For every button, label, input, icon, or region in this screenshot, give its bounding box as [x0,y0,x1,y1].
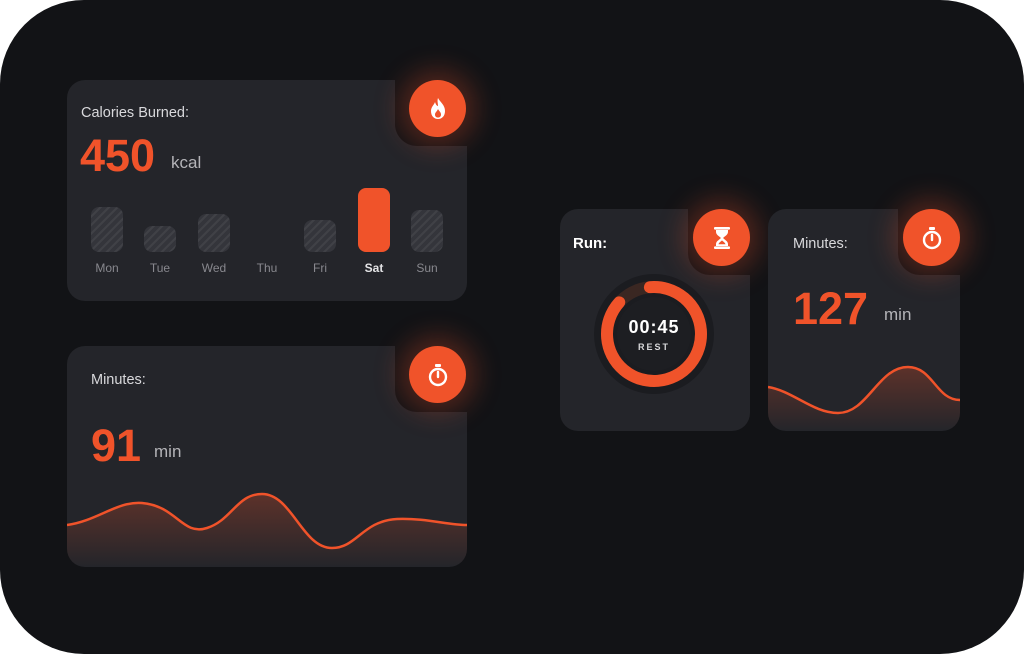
flame-button[interactable] [409,80,466,137]
minutes-large-title: Minutes: [91,372,146,388]
run-timer: 00:45 [628,317,680,337]
flame-icon [430,97,445,119]
minutes-small-unit: min [884,305,912,324]
minutes-card-large: Minutes: 91 min [67,346,467,567]
hourglass-button[interactable] [693,209,750,266]
day-label-wed: Wed [201,261,227,275]
calories-card: Calories Burned: 450 kcal Mon Tue Wed Thu Fr… [67,80,467,301]
stopwatch-icon [428,363,447,386]
bar-tue[interactable] [144,226,176,252]
stopwatch-icon [922,226,941,249]
day-label-mon: Mon [95,261,119,275]
stopwatch-button-small[interactable] [903,209,960,266]
bar-sun[interactable] [411,210,443,252]
minutes-large-wave [67,492,467,567]
minutes-small-wave [768,365,960,431]
day-label-fri: Fri [313,261,327,275]
minutes-small-value: 127 [793,283,869,334]
bar-mon[interactable] [91,207,123,252]
calories-unit: kcal [171,153,202,172]
day-labels: Mon Tue Wed Thu Fri Sat Sun [85,261,455,277]
calories-title: Calories Burned: [81,105,189,121]
calories-value: 450 [80,130,156,181]
bar-fri[interactable] [304,220,336,252]
calories-bar-chart [91,186,451,252]
bar-container [91,186,451,252]
run-card: Run: 00:45 REST [560,209,750,431]
run-status: REST [637,342,670,352]
minutes-large-unit: min [154,442,182,461]
stopwatch-button-large[interactable] [409,346,466,403]
minutes-small-title: Minutes: [793,236,848,252]
run-title: Run: [573,235,608,252]
minutes-large-value: 91 [91,420,142,471]
bar-wed[interactable] [198,214,230,252]
day-label-thu: Thu [256,261,278,275]
day-label-tue: Tue [149,261,171,275]
day-label-sat: Sat [364,261,384,275]
run-progress-ring [594,274,714,394]
day-label-sun: Sun [416,261,438,275]
hourglass-icon [713,226,730,249]
bar-sat[interactable] [358,188,390,252]
